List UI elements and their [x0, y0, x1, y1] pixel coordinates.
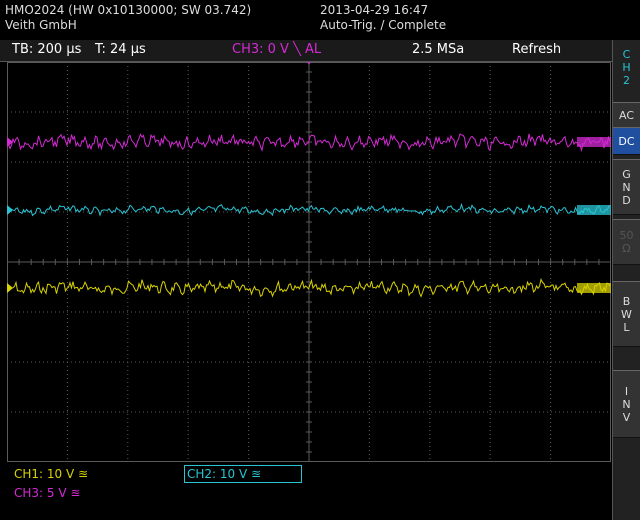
ch3-level-marker[interactable]: 3	[7, 137, 13, 149]
50-ohm-button[interactable]: 50 Ω	[613, 219, 640, 265]
channel-menu-letter: H	[622, 61, 631, 74]
button-label: B	[622, 294, 631, 308]
trigger-time-value[interactable]: T: 24 µs	[95, 42, 146, 57]
channel-menu-letter: 2	[623, 74, 630, 87]
button-label: V	[622, 410, 631, 424]
channel-menu-letter: C	[622, 48, 631, 61]
graticule	[7, 62, 611, 462]
ac-coupling-button[interactable]: AC	[613, 102, 640, 128]
bandwidth-limit-button[interactable]: B W L	[613, 281, 640, 347]
ch3-scale-label[interactable]: CH3: 5 V ≊	[14, 486, 81, 500]
ch2-level-marker[interactable]: 2	[7, 205, 13, 217]
ch1-level-marker[interactable]: 1	[7, 283, 13, 295]
dc-coupling-button[interactable]: DC	[613, 127, 640, 155]
button-label: D	[622, 193, 631, 207]
ch3-waveform	[7, 133, 611, 153]
soft-key-column: AC DC G N D 50 Ω B W L I N V	[612, 102, 640, 520]
button-label: L	[623, 320, 630, 334]
sample-rate-value: 2.5 MSa	[412, 42, 465, 57]
button-label: G	[622, 167, 631, 181]
acquisition-status: Auto-Trig. / Complete	[320, 18, 447, 32]
button-label: 50	[619, 229, 634, 242]
ch1-scale-label[interactable]: CH1: 10 V ≊	[14, 467, 89, 481]
timebase-value[interactable]: TB: 200 µs	[12, 42, 82, 57]
acquire-mode-value[interactable]: Refresh	[512, 42, 562, 57]
waveform-display[interactable]: 1 2 3	[7, 62, 611, 462]
button-label: N	[622, 397, 631, 411]
channel-markers: 1 2 3	[7, 137, 13, 295]
ch2-scale-label[interactable]: CH2: 10 V ≊	[184, 465, 303, 483]
info-bar: TB: 200 µs T: 24 µs CH3: 0 V ╲ AL 2.5 MS…	[0, 40, 612, 62]
ch2-waveform-tail	[577, 205, 611, 215]
gnd-button[interactable]: G N D	[613, 159, 640, 215]
button-label: W	[621, 307, 632, 321]
channel-menu-header: C H 2	[612, 40, 640, 102]
waveform-traces	[7, 133, 611, 298]
ch3-waveform-tail	[577, 137, 611, 147]
ch1-waveform	[7, 278, 611, 298]
button-label: I	[624, 384, 629, 398]
device-model-label: HMO2024 (HW 0x10130000; SW 03.742)	[5, 3, 252, 17]
company-label: Veith GmbH	[5, 18, 77, 32]
button-label: N	[622, 180, 631, 194]
invert-button[interactable]: I N V	[613, 370, 640, 438]
button-label: Ω	[622, 242, 631, 255]
trigger-source-value[interactable]: CH3: 0 V ╲ AL	[232, 42, 322, 57]
trigger-position-marker[interactable]	[305, 62, 313, 65]
datetime-label: 2013-04-29 16:47	[320, 3, 429, 17]
ch1-waveform-tail	[577, 283, 611, 293]
button-label: DC	[618, 134, 635, 148]
ch2-waveform	[7, 202, 611, 217]
button-label: AC	[618, 108, 634, 122]
